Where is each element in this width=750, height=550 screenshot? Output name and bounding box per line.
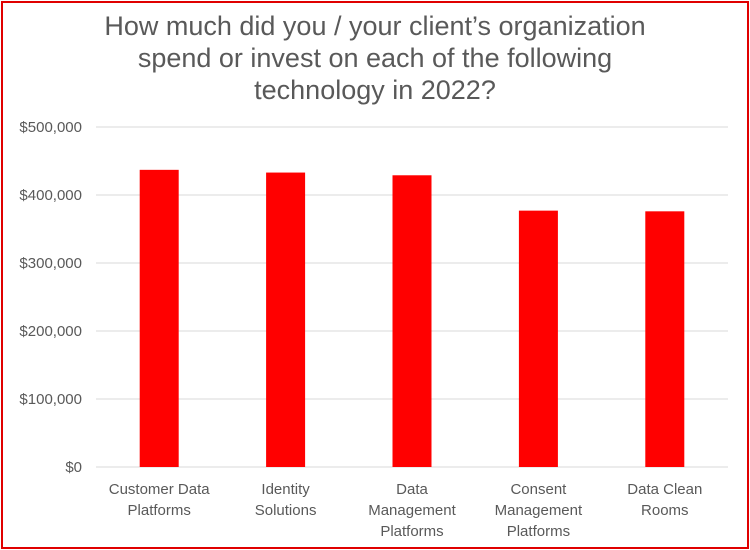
y-tick-label: $400,000 [19,187,82,204]
x-category-label-line: Management [495,502,583,519]
x-category-label-line: Platforms [128,502,191,519]
y-tick-label: $300,000 [19,255,82,272]
bar [266,172,306,467]
x-category-label-line: Management [368,502,456,519]
y-tick-label: $500,000 [19,119,82,136]
bar [645,211,685,467]
chart-title-line-2: spend or invest on each of the following [137,43,613,73]
x-category-label-line: Solutions [255,502,317,519]
x-category-label: Identity Solutions [255,481,317,519]
bar [518,210,558,467]
chart-title-line-3: technology in 2022? [254,75,496,105]
y-tick-label: $200,000 [19,323,82,340]
chart-title: How much did you / your client’s organiz… [40,10,710,106]
x-category-label-line: Rooms [641,502,689,519]
y-axis-tick-labels: $0 $100,000 $200,000 $300,000 $400,000 $500,0… [19,119,82,476]
y-tick-label: $100,000 [19,391,82,408]
x-category-label-line: Consent [510,481,567,498]
bar [139,169,179,467]
x-category-label: Consent Management Platforms [495,481,583,540]
x-category-label-line: Identity [261,481,310,498]
x-category-label: Customer Data Platforms [109,481,211,519]
x-category-label: Data Clean Rooms [627,481,702,519]
x-category-label-line: Data Clean [627,481,702,498]
bar [392,175,432,467]
x-axis-category-labels: Customer Data Platforms Identity Solutions D… [109,481,703,540]
x-category-label-line: Platforms [380,523,443,540]
y-tick-label: $0 [65,459,82,476]
bars [139,169,685,467]
chart-title-line-1: How much did you / your client’s organiz… [104,11,646,41]
x-category-label: Data Management Platforms [368,481,456,540]
x-category-label-line: Platforms [507,523,570,540]
x-category-label-line: Customer Data [109,481,211,498]
x-category-label-line: Data [396,481,428,498]
